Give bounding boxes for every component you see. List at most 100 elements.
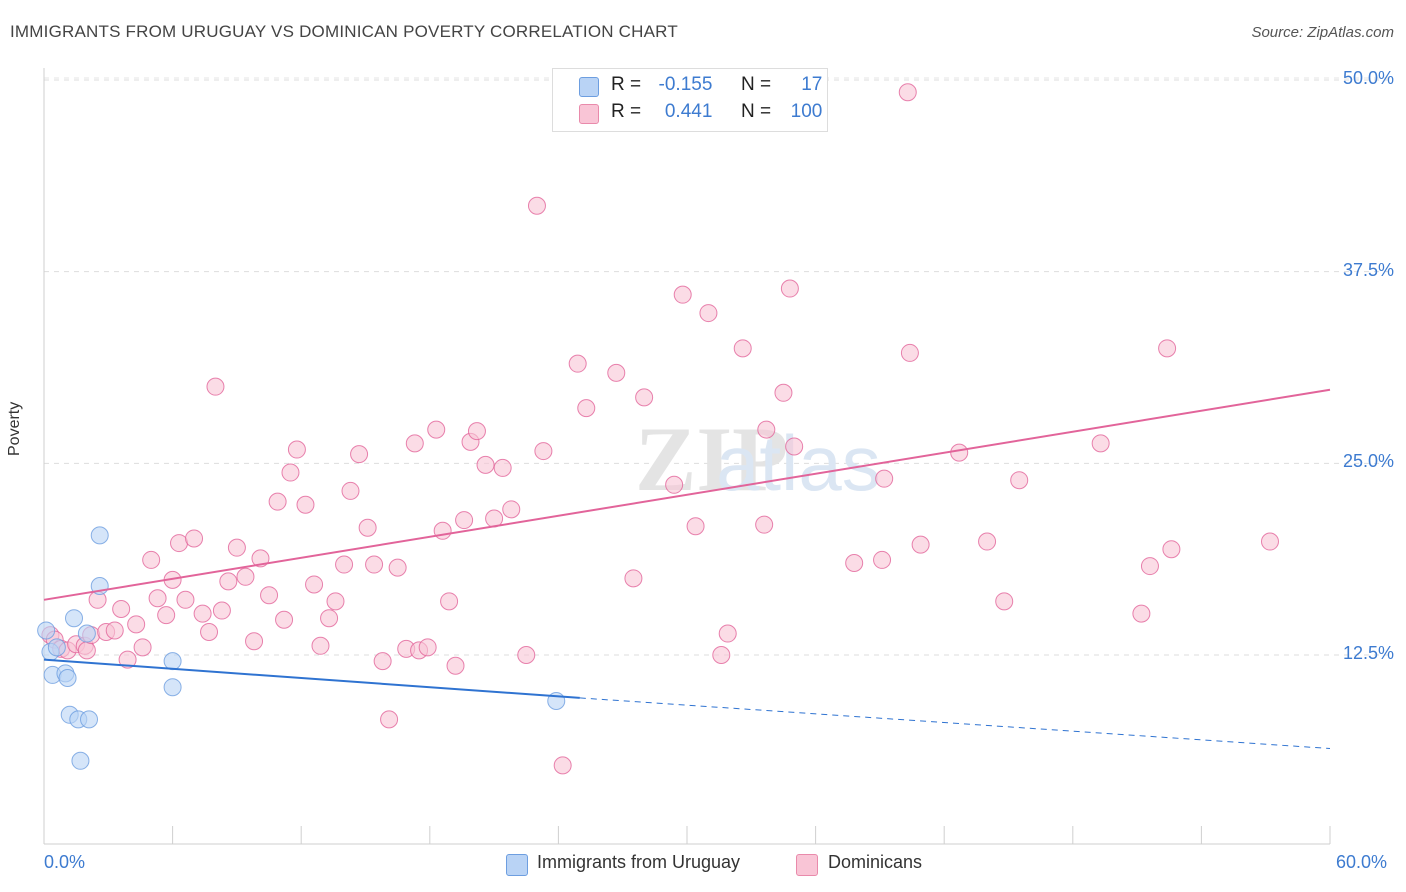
data-point [534,442,553,461]
data-point [577,399,596,418]
legend-row-dominicans: R = 0.441 N = 100 [611,101,822,127]
data-point [71,751,90,770]
data-point [185,529,204,548]
data-point [635,388,654,407]
data-point [341,481,360,500]
legend-r-label: R = [611,74,642,95]
legend-n-value: 17 [801,74,823,95]
legend-n-value: 100 [790,101,823,122]
data-point [1140,557,1159,576]
data-point [65,609,84,628]
trend-lines [43,388,1331,750]
data-point [427,420,446,439]
data-point [77,641,96,660]
data-point [493,458,512,477]
legend-r-value: -0.155 [658,74,713,95]
data-point [476,455,495,474]
data-point [251,549,270,568]
x-tick-min: 0.0% [44,852,86,872]
data-point [1010,471,1029,490]
legend-r-value: 0.441 [664,101,713,122]
legend-n-label: N = [740,101,772,122]
data-point [699,304,718,323]
data-point [978,532,997,551]
data-point [112,600,131,618]
data-point [373,652,392,671]
watermark-atlas: atlas [716,419,881,507]
data-point [686,517,705,536]
data-point [90,526,109,545]
source-label: Source: ZipAtlas.com [1251,24,1394,41]
data-point [898,83,917,102]
data-point [900,343,919,362]
data-point [1132,604,1151,623]
data-point [755,515,774,534]
legend-r-label: R = [611,101,642,122]
data-point [142,550,161,569]
data-point [380,710,399,729]
data-point [163,678,182,697]
data-point [517,646,536,664]
data-point [527,196,546,215]
axes [43,68,1331,845]
data-point [260,586,279,605]
data-point [281,463,300,482]
data-point [1091,434,1110,453]
data-point [785,437,804,456]
bottom-legend-dominicans: Dominicans [828,852,923,872]
data-point [80,710,99,729]
data-point [105,621,124,640]
y-tick-label: 37.5% [1342,259,1394,280]
data-point [311,636,330,655]
data-point [118,650,137,669]
data-point [467,422,486,441]
legend-swatch-uruguay [579,77,599,97]
data-point [305,575,324,594]
data-point [275,610,294,629]
data-point [133,638,152,657]
data-point [718,624,737,643]
data-point [219,572,238,591]
data-point [553,756,572,775]
trend-line-dominicans [43,388,1331,601]
data-point [733,339,752,358]
data-point [206,377,225,396]
data-point [780,279,799,298]
data-point [365,555,384,574]
bottom-legend-uruguay: Immigrants from Uruguay [537,852,741,872]
data-points [37,83,1279,775]
data-point [875,469,894,488]
data-point [950,443,969,462]
trend-line-uruguay-extension [579,697,1331,750]
data-point [911,535,930,554]
data-point [58,669,77,687]
data-point [193,604,212,623]
data-point [757,420,776,439]
data-point [665,475,684,494]
data-point [170,534,189,553]
data-point [296,495,315,514]
data-point [157,606,176,625]
data-point [568,354,587,373]
data-point [236,567,255,586]
data-point [873,550,892,569]
data-point [127,615,146,634]
y-tick-label: 25.0% [1342,451,1394,472]
data-point [433,521,452,540]
data-point [712,646,731,664]
data-point [1158,339,1177,358]
data-point [845,554,864,572]
data-point [1162,540,1181,559]
data-point [37,621,56,640]
data-point [405,434,424,453]
data-point [350,445,369,464]
data-point [320,609,339,628]
data-point [440,592,459,611]
data-point [227,538,246,557]
data-point [47,638,66,657]
data-point [673,285,692,304]
x-tick-max: 60.0% [1336,852,1388,872]
trend-line-uruguay [43,658,580,699]
data-point [326,592,345,611]
